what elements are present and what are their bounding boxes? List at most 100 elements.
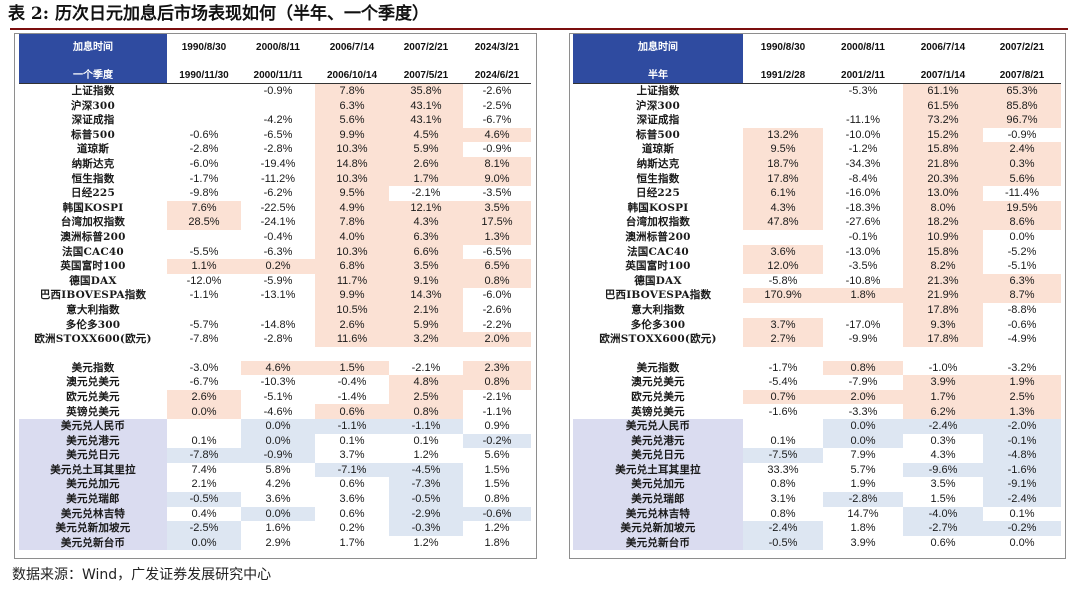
header-date-cell: 2000/8/11 <box>256 42 300 54</box>
value-cell: -0.5% <box>167 492 241 507</box>
table-row: 上证指数 -5.3% 61.1% 65.3% <box>573 83 1061 99</box>
value-cell: 5.8% <box>265 463 291 476</box>
value-cell: -6.2% <box>263 187 293 200</box>
table-row: 多伦多300 -5.7% -14.8% 2.6% 5.9% -2.2% <box>19 317 531 333</box>
table-row: 澳洲标普200 -0.4% 4.0% 6.3% 1.3% <box>19 229 531 245</box>
spacer-cell <box>19 347 531 361</box>
value-cell: 3.9% <box>850 536 876 549</box>
value-cell: -0.9% <box>241 448 315 463</box>
header-row-period-end: 半年 1991/2/28 2001/2/11 2007/1/14 2007/8/21 <box>573 63 1061 84</box>
row-label: 美元兑人民币 <box>573 419 743 434</box>
table-row: 美元兑港元 0.1% 0.0% 0.1% 0.1% -0.2% <box>19 433 531 449</box>
value-cell: -7.9% <box>848 376 878 389</box>
value-cell: 7.9% <box>850 449 876 462</box>
value-cell: 8.6% <box>983 215 1061 230</box>
value-cell: -3.3% <box>848 405 878 418</box>
value-cell <box>167 113 241 128</box>
value-cell: 0.0% <box>167 535 241 551</box>
value-cell: 61.5% <box>903 98 983 114</box>
value-cell: -2.6% <box>482 85 512 98</box>
value-cell: -0.6% <box>189 128 219 141</box>
table-row: 多伦多300 3.7% -17.0% 9.3% -0.6% <box>573 317 1061 333</box>
row-label: 美元兑新加坡元 <box>19 521 167 536</box>
value-cell: 6.5% <box>463 259 531 274</box>
value-cell: 0.0% <box>823 433 903 449</box>
value-cell: -0.9% <box>482 143 512 156</box>
value-cell: -10.8% <box>845 274 881 287</box>
value-cell: 3.6% <box>743 244 823 260</box>
value-cell: 0.3% <box>930 434 956 447</box>
value-cell: -0.6% <box>1007 318 1037 331</box>
value-cell: 4.2% <box>265 478 291 491</box>
table-row: 韩国KOSPI 7.6% -22.5% 4.9% 12.1% 3.5% <box>19 200 531 216</box>
value-cell: -3.5% <box>848 260 878 273</box>
value-cell: 1.5% <box>315 360 389 376</box>
row-label: 欧元兑美元 <box>631 390 685 403</box>
row-label: 台湾加权指数 <box>625 216 691 229</box>
table-row: 沪深300 61.5% 85.8% <box>573 98 1061 114</box>
value-cell: 10.9% <box>903 229 983 245</box>
value-cell: 1.7% <box>389 171 463 187</box>
value-cell: 0.2% <box>339 522 365 535</box>
value-cell: 3.9% <box>903 375 983 390</box>
table-row: 沪深300 6.3% 43.1% -2.5% <box>19 98 531 114</box>
value-cell: -5.8% <box>768 274 798 287</box>
value-cell: 2.5% <box>389 389 463 405</box>
value-cell: 2.1% <box>389 302 463 318</box>
row-label: 欧洲STOXX600(欧元) <box>34 333 152 346</box>
value-cell: 0.6% <box>930 536 956 549</box>
value-cell: -18.3% <box>845 201 881 214</box>
value-cell <box>743 84 823 99</box>
header-label-cell: 半年 <box>573 63 743 84</box>
table-row: 美元兑瑞郎 -0.5% 3.6% 3.6% -0.5% 0.8% <box>19 492 531 507</box>
value-cell: 1.2% <box>484 522 510 535</box>
value-cell <box>743 230 823 245</box>
value-cell: 9.3% <box>903 317 983 333</box>
table-row: 日经225 -9.8% -6.2% 9.5% -2.1% -3.5% <box>19 186 531 201</box>
value-cell: -0.5% <box>743 535 823 551</box>
row-label: 英国富时100 <box>60 260 126 273</box>
value-cell: 21.8% <box>903 156 983 172</box>
table-row: 英国富时100 1.1% 0.2% 6.8% 3.5% 6.5% <box>19 259 531 274</box>
header-date-cell: 2000/11/11 <box>241 63 315 84</box>
value-cell: -5.1% <box>1007 260 1037 273</box>
value-cell: -2.5% <box>482 99 512 112</box>
row-label: 日经225 <box>636 187 680 200</box>
value-cell: 0.0% <box>241 506 315 522</box>
row-label: 德国DAX <box>634 274 682 287</box>
value-cell: 3.6% <box>339 493 365 506</box>
value-cell: -9.6% <box>903 462 983 478</box>
value-cell: -0.2% <box>463 433 531 449</box>
value-cell: -1.4% <box>337 390 367 403</box>
value-cell: 13.0% <box>903 186 983 201</box>
value-cell: -2.4% <box>983 492 1061 507</box>
row-label: 标普500 <box>636 128 680 141</box>
table-row: 上证指数 -0.9% 7.8% 35.8% -2.6% <box>19 83 531 99</box>
value-cell: 0.0% <box>167 404 241 420</box>
row-label: 法国CAC40 <box>627 245 689 258</box>
value-cell: -5.4% <box>768 376 798 389</box>
row-label: 巴西IBOVESPA指数 <box>604 289 712 302</box>
value-cell: 73.2% <box>903 113 983 128</box>
value-cell: 1.8% <box>823 288 903 303</box>
value-cell: -6.3% <box>263 245 293 258</box>
value-cell: 2.4% <box>983 142 1061 157</box>
value-cell: -27.6% <box>845 216 881 229</box>
value-cell: -6.7% <box>482 114 512 127</box>
value-cell: -0.9% <box>263 85 293 98</box>
value-cell: -0.2% <box>983 521 1061 536</box>
header-row-hike-date: 加息时间 1990/8/30 2000/8/11 2006/7/14 2007/2/21 <box>573 34 1061 63</box>
value-cell: 0.0% <box>1009 230 1035 243</box>
right-panel-half-year: 加息时间 1990/8/30 2000/8/11 2006/7/14 2007/2/21… <box>569 33 1066 559</box>
value-cell: 0.6% <box>339 507 365 520</box>
row-label: 美元兑瑞郎 <box>19 492 167 507</box>
value-cell: 0.0% <box>1009 536 1035 549</box>
value-cell: 1.8% <box>484 536 510 549</box>
value-cell: 0.7% <box>743 389 823 405</box>
row-label: 道琼斯 <box>76 143 110 156</box>
value-cell: -24.1% <box>260 216 296 229</box>
header-date-cell: 1990/8/30 <box>181 42 227 54</box>
value-cell: 17.8% <box>743 171 823 187</box>
value-cell: 17.8% <box>903 332 983 347</box>
value-cell: 2.0% <box>463 332 531 347</box>
